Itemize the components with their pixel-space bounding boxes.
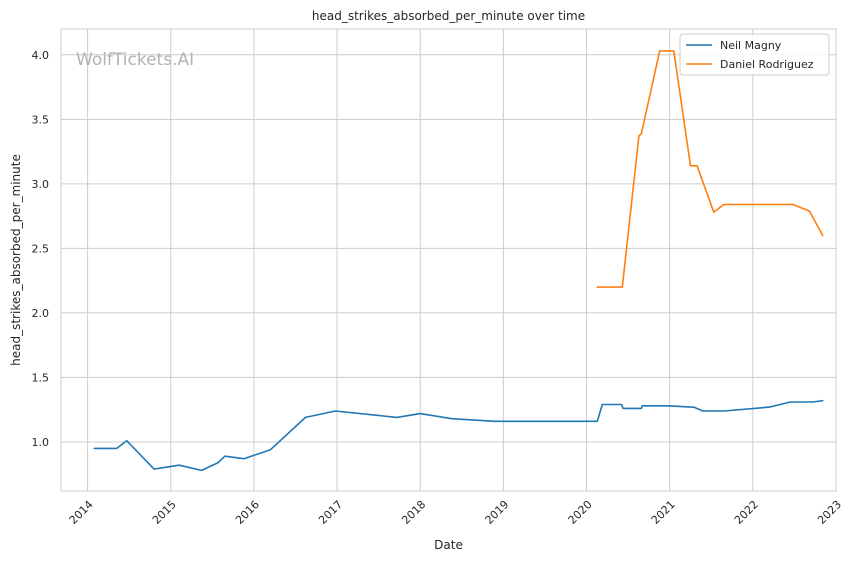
y-tick-label: 3.5 bbox=[32, 113, 50, 126]
watermark: WolfTickets.AI bbox=[76, 50, 194, 70]
y-tick-label: 1.5 bbox=[32, 371, 50, 384]
series-layer bbox=[93, 50, 824, 472]
y-tick-label: 1.0 bbox=[32, 436, 50, 449]
y-tick-label: 3.0 bbox=[32, 178, 50, 191]
y-tick-label: 2.0 bbox=[32, 307, 50, 320]
legend-label: Neil Magny bbox=[720, 39, 782, 52]
y-tick-label: 4.0 bbox=[32, 49, 50, 62]
chart-title: head_strikes_absorbed_per_minute over ti… bbox=[312, 9, 585, 23]
plot-area-frame bbox=[60, 28, 837, 492]
series-line-neil-magny bbox=[93, 399, 824, 472]
legend-box bbox=[679, 33, 830, 76]
x-axis-label: Date bbox=[434, 538, 463, 552]
y-axis-label: head_strikes_absorbed_per_minute bbox=[9, 154, 23, 366]
legend: Neil Magny Daniel Rodriguez bbox=[679, 33, 830, 76]
y-tick-label: 2.5 bbox=[32, 242, 50, 255]
grid bbox=[61, 29, 837, 491]
legend-label: Daniel Rodriguez bbox=[720, 58, 814, 71]
series-line-daniel-rodriguez bbox=[596, 50, 824, 288]
